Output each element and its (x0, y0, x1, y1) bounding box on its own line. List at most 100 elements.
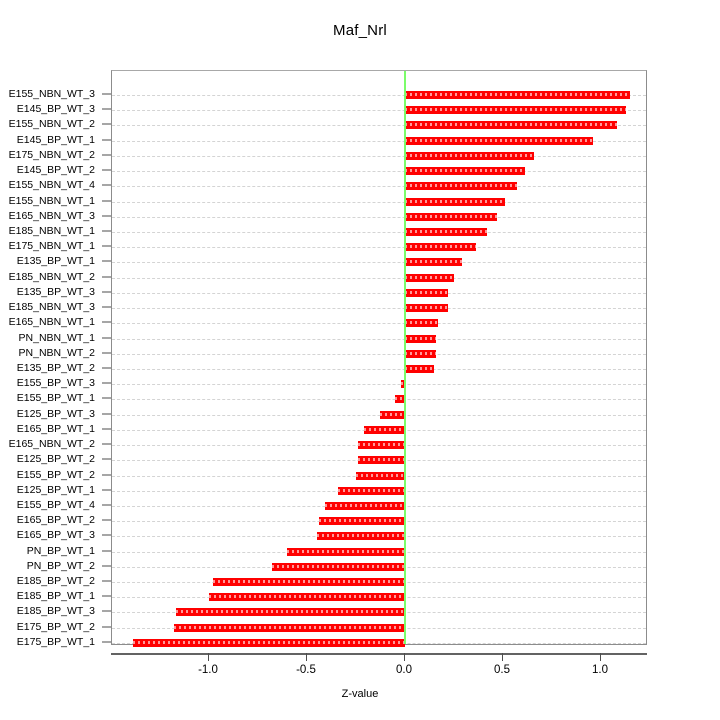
y-tick-mark (102, 428, 111, 430)
bar (405, 167, 525, 176)
y-tick-label: E145_BP_WT_3 (16, 103, 95, 116)
y-tick-mark (102, 306, 111, 308)
y-tick-label: E175_NBN_WT_1 (8, 240, 95, 253)
y-tick-label: E165_NBN_WT_2 (8, 438, 95, 451)
y-tick-label: E155_NBN_WT_2 (8, 118, 95, 131)
y-tick-mark (102, 413, 111, 415)
gridline (112, 414, 646, 416)
y-tick-mark (102, 154, 111, 156)
y-tick-label: E165_BP_WT_3 (16, 529, 95, 542)
x-tick-mark (502, 653, 503, 661)
x-tick-mark (600, 653, 601, 661)
y-tick-mark (102, 580, 111, 582)
y-tick-label: E185_NBN_WT_2 (8, 270, 95, 283)
bar (212, 578, 406, 587)
y-tick-label: E155_NBN_WT_3 (8, 88, 95, 100)
bar (401, 380, 405, 389)
y-tick-label: E125_BP_WT_1 (16, 483, 95, 496)
y-tick-label: E185_BP_WT_2 (16, 575, 95, 588)
y-tick-label: E135_BP_WT_2 (16, 361, 95, 374)
y-tick-label: E185_BP_WT_3 (16, 605, 95, 618)
y-tick-mark (102, 93, 111, 95)
y-tick-label: E145_BP_WT_1 (16, 133, 95, 146)
y-tick-mark (102, 626, 111, 628)
x-tick-mark (306, 653, 307, 661)
y-tick-label: E135_BP_WT_3 (16, 285, 95, 298)
bars-layer (112, 71, 646, 647)
bar (287, 547, 405, 556)
bar (175, 608, 406, 617)
bar (132, 638, 406, 647)
y-axis: E155_NBN_WT_3 E145_BP_WT_3 E155_NBN_WT_2 E1… (0, 70, 111, 648)
bar (405, 212, 498, 221)
y-tick-mark (102, 291, 111, 293)
bar (405, 304, 449, 313)
y-tick-mark (102, 504, 111, 506)
y-tick-label: E135_BP_WT_1 (16, 255, 95, 268)
gridline (112, 155, 646, 157)
bar (405, 151, 535, 160)
x-tick-label: -1.0 (198, 664, 218, 676)
y-tick-mark (102, 443, 111, 445)
gridline (112, 95, 646, 96)
x-tick-label: 1.0 (592, 664, 608, 676)
gridline (112, 247, 646, 249)
gridline (112, 323, 646, 325)
bar (405, 136, 594, 145)
bar (209, 593, 405, 602)
y-tick-mark (102, 534, 111, 536)
x-tick-mark (404, 653, 405, 661)
bar (405, 91, 631, 99)
y-tick-mark (102, 245, 111, 247)
y-tick-mark (102, 230, 111, 232)
gridline (112, 125, 646, 127)
y-tick-label: PN_NBN_WT_1 (18, 331, 95, 344)
x-tick-label: 0.0 (396, 664, 412, 676)
bar (271, 562, 406, 571)
y-tick-label: E175_BP_WT_2 (16, 620, 95, 633)
y-tick-label: E185_NBN_WT_1 (8, 224, 95, 237)
bar (338, 486, 405, 495)
y-tick-label: PN_NBN_WT_2 (18, 346, 95, 359)
bar (405, 258, 462, 267)
plot-panel (111, 70, 647, 647)
y-tick-mark (102, 321, 111, 323)
zero-reference-line (112, 71, 646, 644)
bar (405, 106, 627, 115)
gridline (112, 399, 646, 401)
gridline (112, 231, 646, 233)
y-tick-mark (102, 519, 111, 521)
y-tick-mark (102, 489, 111, 491)
gridline (112, 384, 646, 386)
gridline (112, 353, 646, 355)
x-tick-label: -0.5 (296, 664, 316, 676)
y-tick-mark (102, 169, 111, 171)
y-tick-mark (102, 550, 111, 552)
bar (405, 364, 435, 373)
y-tick-label: E155_NBN_WT_4 (8, 179, 95, 192)
y-tick-label: E155_BP_WT_4 (16, 498, 95, 511)
y-tick-mark (102, 595, 111, 597)
y-tick-label: E165_BP_WT_1 (16, 422, 95, 435)
y-tick-mark (102, 367, 111, 369)
gridline (112, 171, 646, 173)
gridline (112, 110, 646, 112)
gridline (112, 216, 646, 218)
bar (357, 456, 406, 465)
bar (405, 197, 505, 206)
y-tick-mark (102, 260, 111, 262)
y-tick-label: E155_BP_WT_1 (16, 392, 95, 405)
y-tick-mark (102, 474, 111, 475)
x-axis-line (111, 653, 647, 655)
y-tick-mark (102, 458, 111, 460)
y-tick-mark (102, 352, 111, 354)
bar (316, 532, 406, 541)
y-tick-mark (102, 382, 111, 384)
bar (173, 623, 406, 632)
x-axis-title: Z-value (341, 688, 379, 700)
y-tick-mark (102, 139, 111, 141)
y-tick-mark (102, 276, 111, 278)
y-tick-label: E185_BP_WT_1 (16, 590, 95, 603)
y-tick-mark (102, 108, 111, 110)
y-tick-label: E125_BP_WT_2 (16, 453, 95, 466)
